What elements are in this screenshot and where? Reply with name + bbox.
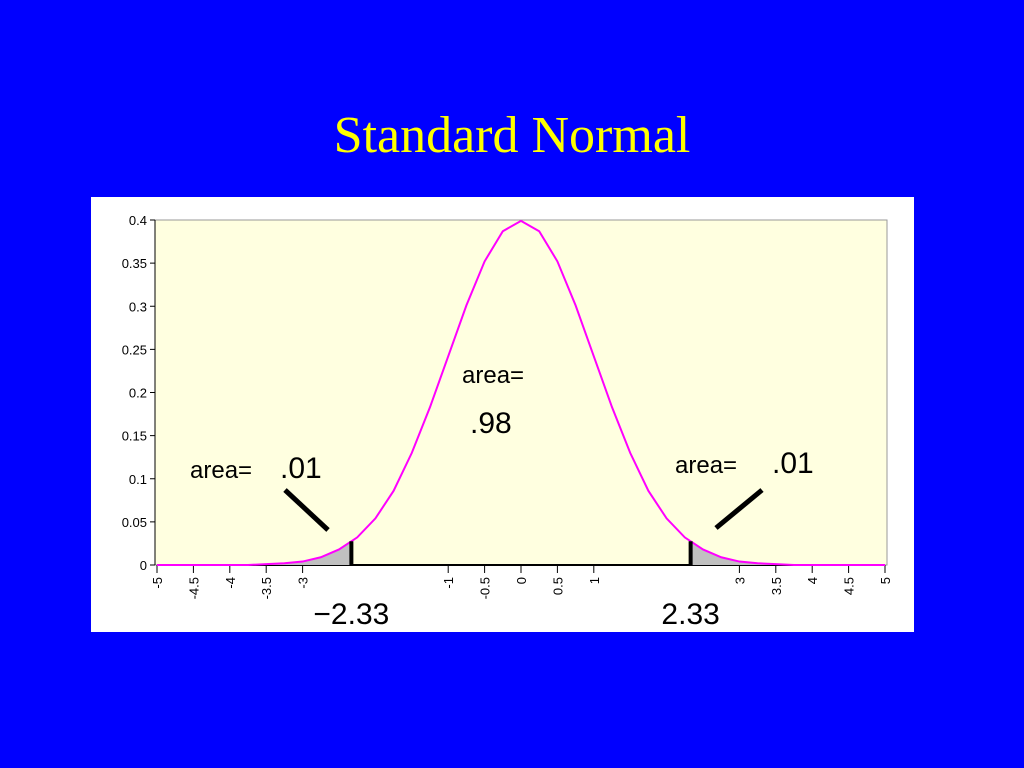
x-tick-label: 4 [805, 577, 820, 584]
plot: 0 0.05 0.1 0.15 0.2 0.25 0.3 0.35 0.4 -5 -4.5 -4 -3.… [122, 213, 893, 631]
y-tick-label: 0.25 [122, 342, 147, 357]
x-tick-label: 0.5 [550, 577, 565, 595]
tail-area [157, 541, 352, 565]
x-tick-label: -1 [441, 577, 456, 589]
tail-area [690, 541, 885, 565]
annotation-text: area= [190, 457, 252, 484]
arrow [714, 488, 764, 530]
x-tick-label: -3 [296, 577, 311, 589]
x-tick-label: 0 [514, 577, 529, 584]
annotation-value: .01 [772, 447, 814, 480]
arrow [283, 488, 330, 532]
annotation-value: .01 [280, 452, 322, 485]
annotation-value: .98 [470, 407, 512, 440]
x-tick-label: -4.5 [186, 577, 201, 599]
y-tick-label: 0.05 [122, 515, 147, 530]
y-tick-label: 0.15 [122, 429, 147, 444]
y-tick-label: 0.4 [129, 213, 147, 228]
annotation-text: area= [462, 362, 524, 389]
x-tick-label: 5 [878, 577, 893, 584]
x-tick-label: 3 [732, 577, 747, 584]
x-tick-label: 3.5 [769, 577, 784, 595]
cutoff-label: 2.33 [661, 598, 719, 631]
x-tick-label: -5 [150, 577, 165, 589]
cutoff-label: −2.33 [313, 598, 389, 631]
x-tick-label: -4 [223, 577, 238, 589]
x-tick-label: -3.5 [259, 577, 274, 599]
density-curve [157, 219, 885, 566]
x-tick-label: -0.5 [478, 577, 493, 599]
slide-title: Standard Normal [334, 107, 691, 164]
y-tick-label: 0 [140, 558, 147, 573]
annotation-text: area= [675, 452, 737, 479]
plot-area [154, 219, 888, 566]
x-tick-label: 1 [587, 577, 602, 584]
x-tick-label: 4.5 [842, 577, 857, 595]
y-tick-label: 0.3 [129, 299, 147, 314]
y-tick-label: 0.1 [129, 472, 147, 487]
y-tick-label: 0.2 [129, 386, 147, 401]
y-tick-label: 0.35 [122, 256, 147, 271]
